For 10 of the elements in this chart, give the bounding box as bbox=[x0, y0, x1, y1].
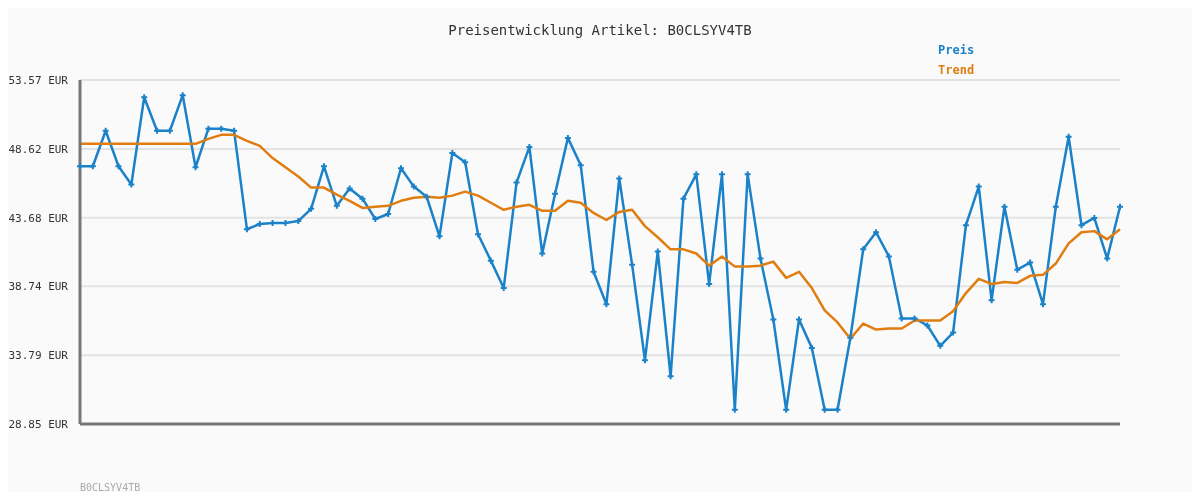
text: Preis bbox=[938, 42, 975, 59]
y-tick-label: 33.79 EUR bbox=[8, 349, 69, 363]
y-tick-label: 48.62 EUR bbox=[8, 142, 69, 156]
y-tick-label: 38.74 EUR bbox=[8, 280, 69, 294]
y-tick-label: 53.57 EUR bbox=[8, 74, 69, 87]
text: Trend bbox=[938, 62, 975, 79]
y-tick-label: 43.68 EUR bbox=[8, 211, 69, 225]
y-tick-label: 28.85 EUR bbox=[8, 418, 69, 431]
text: B0CLSYV4TB bbox=[80, 482, 141, 493]
chart-title: Preisentwicklung Artikel: B0CLSYV4TB bbox=[447, 22, 753, 38]
